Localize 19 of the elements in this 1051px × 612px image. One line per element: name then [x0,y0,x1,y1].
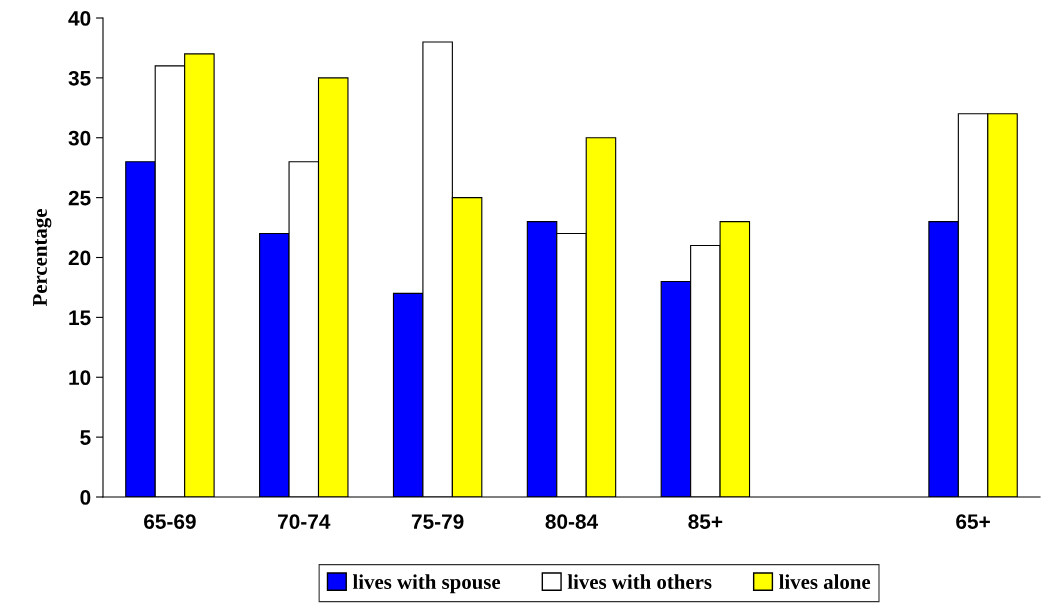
x-tick-label: 70-74 [278,514,331,529]
y-axis-title: Percentage [33,209,52,307]
x-tick-label: 65-69 [144,514,196,529]
y-tick-label: 15 [69,310,91,326]
y-tick-label: 20 [68,250,91,266]
legend-label: lives with others [567,574,712,590]
y-tick-label: 40 [68,11,91,26]
y-tick-label: 0 [80,490,91,505]
legend-label: lives with spouse [352,574,501,594]
x-tick-label: 80-84 [545,514,599,529]
legend-label: lives alone [779,574,871,590]
y-tick-label: 25 [68,190,91,206]
y-tick-label: 30 [68,130,91,146]
x-tick-label: 85+ [688,514,723,529]
y-tick-label: 5 [80,430,91,445]
y-tick-label: 35 [68,70,91,86]
x-tick-label: 75-79 [411,514,464,529]
x-tick-label: 65+ [956,514,990,529]
y-tick-label: 10 [69,370,91,385]
